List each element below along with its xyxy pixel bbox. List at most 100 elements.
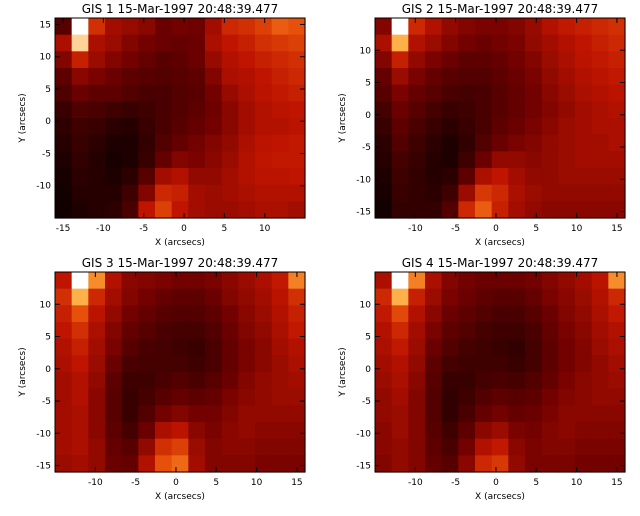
heatmap-cell [71,118,89,136]
heatmap-cell [508,438,526,456]
heatmap-cell [491,455,509,473]
heatmap-cell [425,51,443,69]
heatmap-cell [188,101,206,119]
heatmap-cell [425,151,443,169]
heatmap-cell [121,405,139,423]
heatmap-cell [391,118,409,136]
heatmap-cell [71,305,89,323]
heatmap-cell [441,201,459,219]
heatmap-cell [188,118,206,136]
heatmap-cell [238,422,256,440]
heatmap-cell [575,18,593,36]
heatmap-cell [221,405,239,423]
heatmap-cell [288,68,306,86]
heatmap-cell [425,34,443,52]
heatmap-cell [155,118,173,136]
heatmap-cell [441,51,459,69]
heatmap-cell [271,438,289,456]
heatmap-cell [591,201,609,219]
heatmap-cell [88,101,106,119]
heatmap-cell [425,355,443,373]
heatmap-cell [71,272,89,290]
heatmap-cell [375,84,393,102]
heatmap-cell [138,388,156,406]
heatmap-cell [205,51,223,69]
heatmap-cell [55,134,73,152]
x-tick-label: 0 [173,478,179,488]
heatmap-cell [155,18,173,36]
heatmap-cell [55,151,73,169]
heatmap-cell [425,455,443,473]
heatmap-cell [475,51,493,69]
x-tick-label: 5 [213,478,219,488]
x-axis-label: X (arcsecs) [475,492,525,502]
y-tick-label: 10 [360,300,372,310]
heatmap-cell [375,68,393,86]
heatmap-cell [375,455,393,473]
heatmap-cell [105,288,123,306]
heatmap-cell [205,322,223,340]
heatmap-cell [391,184,409,202]
heatmap-cell [55,51,73,69]
heatmap-cell [188,422,206,440]
heatmap-cell [425,422,443,440]
heatmap-cell [425,84,443,102]
heatmap-cell [391,151,409,169]
heatmap-cell [171,101,189,119]
heatmap-cell [541,438,559,456]
heatmap-cell [591,134,609,152]
heatmap-cell [255,388,273,406]
heatmap-cell [188,151,206,169]
y-tick-label: -15 [36,462,51,472]
heatmap-cell [408,338,426,356]
heatmap-cell [288,388,306,406]
heatmap-cell [105,118,123,136]
heatmap-cell [155,134,173,152]
heatmap-cell [491,34,509,52]
heatmap-cell [491,168,509,186]
heatmap-cell [288,184,306,202]
heatmap-cell [475,34,493,52]
heatmap-cell [271,168,289,186]
x-tick-label: -5 [139,224,148,234]
heatmap-cell [575,51,593,69]
heatmap-cell [591,405,609,423]
heatmap-cell [408,201,426,219]
heatmap-cell [55,101,73,119]
heatmap-cell [508,272,526,290]
heatmap-cell [491,184,509,202]
heatmap-cell [55,288,73,306]
y-tick-label: -15 [356,208,371,218]
heatmap-cell [491,322,509,340]
heatmap-cell [105,422,123,440]
heatmap-cell [71,355,89,373]
heatmap-cell [55,388,73,406]
heatmap-cell [425,101,443,119]
heatmap-cell [171,201,189,219]
heatmap-cell [558,51,576,69]
heatmap-cell [575,338,593,356]
heatmap-cell [138,68,156,86]
heatmap-cell [558,372,576,390]
y-tick-label: 10 [40,300,52,310]
heatmap-cell [238,34,256,52]
heatmap-cell [458,118,476,136]
heatmap-cell [88,134,106,152]
heatmap-cell [121,438,139,456]
heatmap-cell [541,34,559,52]
heatmap-cell [525,388,543,406]
heatmap-cell [155,68,173,86]
heatmap-cell [375,288,393,306]
heatmap-cell [508,151,526,169]
heatmap-cell [375,34,393,52]
heatmap-cell [508,184,526,202]
heatmap-cell [391,355,409,373]
heatmap-cell [475,438,493,456]
heatmap-cell [171,118,189,136]
heatmap-cell [121,18,139,36]
heatmap-cell [408,68,426,86]
heatmap-cell [138,305,156,323]
heatmap-cell [255,372,273,390]
heatmap-cell [591,372,609,390]
